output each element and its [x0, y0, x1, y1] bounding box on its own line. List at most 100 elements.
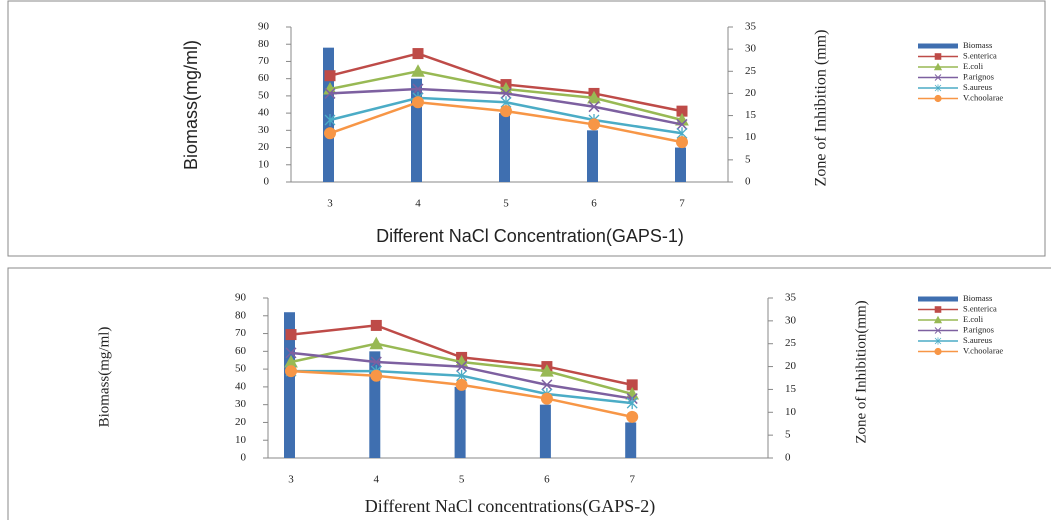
marker — [412, 83, 424, 95]
bar — [587, 130, 598, 182]
bar — [323, 47, 334, 182]
marker — [285, 329, 297, 341]
x-tick-label: 3 — [288, 474, 294, 486]
legend-swatch — [918, 43, 958, 49]
y-tick-label: 60 — [258, 72, 270, 84]
x-tick-label: 4 — [415, 198, 421, 210]
legend-label: E.coli — [963, 314, 984, 324]
marker — [412, 48, 424, 60]
x-tick-label: 3 — [327, 198, 333, 210]
marker — [324, 114, 336, 126]
legend-swatch — [918, 296, 958, 302]
marker — [456, 361, 468, 373]
marker — [676, 136, 688, 149]
marker — [540, 364, 554, 377]
bar — [369, 351, 381, 458]
legend-marker — [934, 53, 942, 60]
y2-axis-title: Zone of Inhibition(mm) — [853, 300, 869, 443]
y2-tick-label: 10 — [785, 406, 797, 418]
marker — [587, 90, 601, 104]
marker — [412, 96, 424, 109]
y-tick-label: 90 — [258, 21, 270, 33]
y-tick-label: 70 — [258, 55, 270, 67]
y2-axis-title: Zone of Inhibition (mm) — [813, 30, 830, 187]
x-tick-label: 5 — [503, 198, 509, 210]
marker — [500, 105, 512, 118]
y-tick-label: 10 — [258, 158, 270, 170]
marker — [626, 410, 639, 423]
legend-label: V.choolarae — [963, 345, 1003, 355]
bar — [499, 113, 510, 182]
y-tick-label: 0 — [264, 176, 270, 188]
y-tick-label: 30 — [258, 124, 270, 136]
y-tick-label: 40 — [235, 380, 247, 392]
marker — [676, 118, 688, 130]
marker — [411, 64, 425, 77]
y2-tick-label: 15 — [785, 383, 797, 395]
y-tick-label: 20 — [235, 416, 247, 428]
legend-marker — [934, 337, 942, 345]
y-tick-label: 80 — [235, 309, 247, 321]
marker — [540, 392, 553, 405]
legend-label: P.arignos — [963, 71, 994, 81]
panel-border — [7, 267, 1051, 520]
x-tick-label: 6 — [544, 474, 550, 486]
x-tick-label: 7 — [679, 198, 685, 210]
y-tick-label: 90 — [235, 292, 247, 304]
legend-marker — [933, 315, 943, 324]
x-axis-title: Different NaCl concentrations(GAPS-2) — [365, 496, 656, 517]
marker — [324, 127, 336, 140]
y-tick-label: 40 — [258, 107, 270, 119]
y2-tick-label: 5 — [785, 429, 791, 441]
y-tick-label: 50 — [258, 89, 270, 101]
marker — [285, 365, 297, 378]
marker — [541, 379, 553, 391]
y2-tick-label: 15 — [745, 109, 757, 121]
legend-marker — [934, 306, 942, 313]
y-tick-label: 0 — [241, 452, 247, 464]
y-tick-label: 20 — [258, 141, 270, 153]
legend-marker — [933, 62, 943, 71]
legend-label: S.aureus — [963, 82, 992, 92]
y-axis-title: Biomass(mg/ml) — [96, 327, 112, 428]
legend-label: V.choolarae — [963, 92, 1003, 102]
marker — [285, 347, 297, 359]
y-tick-label: 80 — [258, 38, 270, 50]
y2-tick-label: 0 — [785, 452, 791, 464]
bar — [625, 422, 637, 458]
legend-marker — [934, 347, 942, 356]
x-tick-label: 6 — [591, 198, 597, 210]
legend-label: S.enterica — [963, 50, 997, 60]
x-tick-label: 5 — [459, 474, 465, 486]
y2-tick-label: 35 — [745, 21, 757, 33]
y2-tick-label: 10 — [745, 131, 757, 143]
marker — [370, 319, 382, 331]
legend-label: Biomass — [963, 293, 992, 303]
marker — [626, 397, 638, 410]
legend-marker — [934, 74, 942, 81]
marker — [455, 378, 468, 391]
legend-marker — [934, 327, 942, 334]
marker — [588, 118, 600, 131]
x-tick-label: 7 — [629, 474, 635, 486]
y2-tick-label: 20 — [785, 360, 797, 372]
y-tick-label: 60 — [235, 345, 247, 357]
marker — [370, 369, 383, 382]
bar — [454, 386, 466, 458]
y-tick-label: 70 — [235, 327, 247, 339]
marker — [500, 87, 512, 99]
marker — [369, 336, 384, 350]
marker — [324, 70, 336, 82]
legend-label: E.coli — [963, 61, 984, 71]
y2-tick-label: 0 — [745, 176, 751, 188]
marker — [324, 87, 336, 99]
y-tick-label: 30 — [235, 398, 247, 410]
y-tick-label: 50 — [235, 363, 247, 375]
legend-label: P.arignos — [963, 324, 994, 334]
x-tick-label: 4 — [374, 474, 380, 486]
y2-tick-label: 35 — [785, 292, 797, 304]
y2-tick-label: 30 — [745, 43, 757, 55]
y2-tick-label: 30 — [785, 314, 797, 326]
legend-label: S.aureus — [963, 335, 992, 345]
